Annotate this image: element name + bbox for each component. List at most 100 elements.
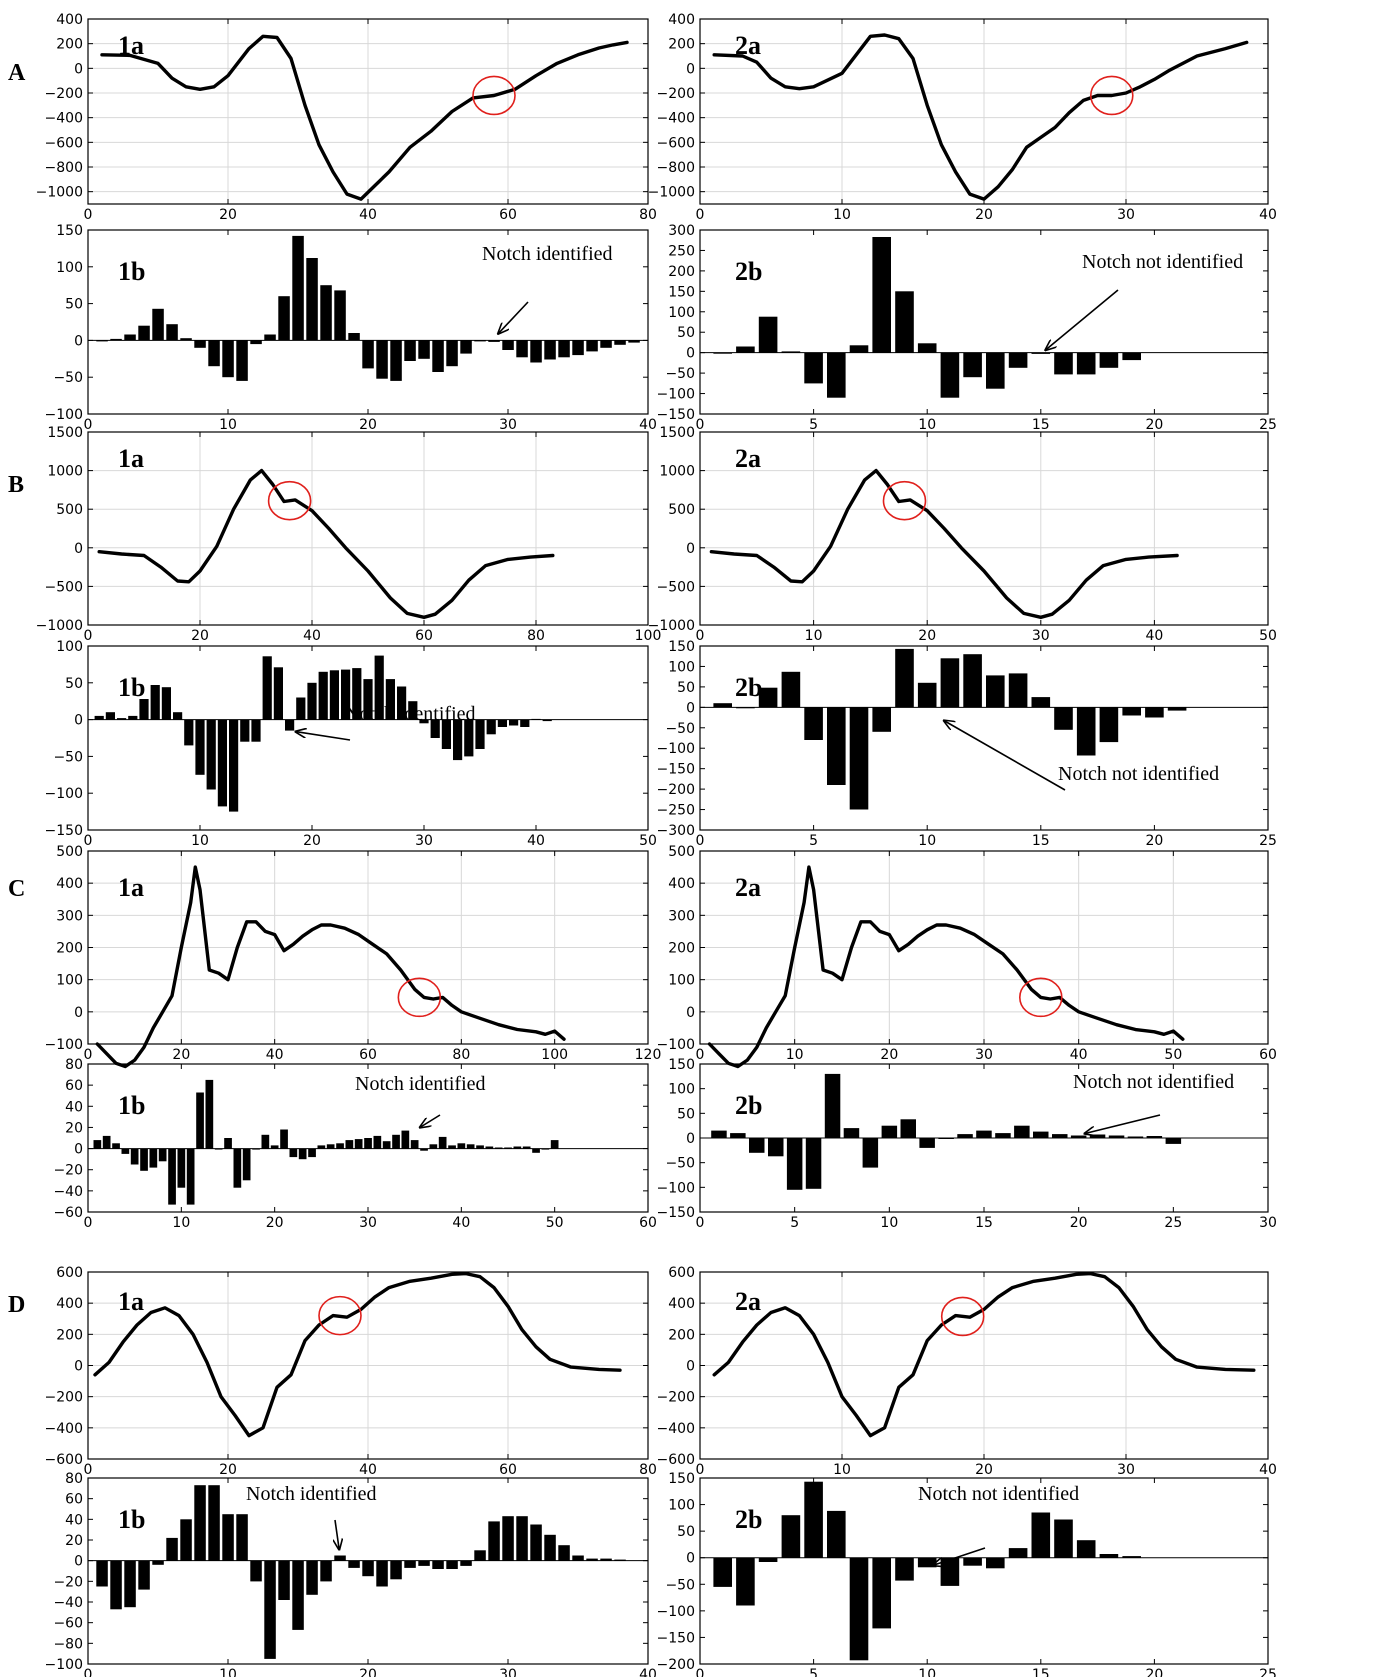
y-tick-label: 0 <box>74 1005 83 1021</box>
bar <box>261 1134 270 1149</box>
bar <box>382 1141 391 1149</box>
bar <box>224 1138 232 1149</box>
bar <box>474 340 486 342</box>
bar <box>140 1148 148 1171</box>
bar <box>233 1148 242 1188</box>
bar <box>208 1485 220 1561</box>
row-label-d: D <box>8 1292 25 1318</box>
annotation-arrow <box>933 1547 986 1565</box>
bar <box>410 1140 419 1149</box>
bar <box>352 668 362 720</box>
bar <box>362 340 374 369</box>
y-tick-label: −40 <box>53 1184 83 1200</box>
bar <box>1008 1548 1028 1558</box>
y-tick-label: 250 <box>668 243 695 259</box>
x-tick-label: 0 <box>84 1462 93 1478</box>
x-tick-label: 10 <box>172 1215 190 1231</box>
x-tick-label: 20 <box>1145 1667 1163 1677</box>
panel-b-1b: 0 10 20 30 40 50 −150 −100 −50 0 50 100 1b Notch iden… <box>45 639 657 849</box>
y-tick-label: −600 <box>657 1452 695 1468</box>
bar <box>273 667 283 720</box>
x-tick-label: 10 <box>880 1215 898 1231</box>
bar <box>986 1557 1005 1569</box>
bar <box>917 1557 937 1568</box>
bar <box>550 1140 559 1149</box>
x-tick-label: 20 <box>1070 1215 1088 1231</box>
y-tick-label: 0 <box>686 346 695 362</box>
bar <box>1099 352 1119 368</box>
bar <box>326 1144 335 1149</box>
bar <box>429 1144 438 1149</box>
bar <box>376 1560 388 1587</box>
x-tick-label: 40 <box>452 1215 470 1231</box>
axes-frame <box>87 645 649 831</box>
x-tick-label: 0 <box>84 207 93 223</box>
y-tick-label: 0 <box>686 541 695 557</box>
bar <box>194 340 206 348</box>
bar <box>600 1558 612 1561</box>
bar <box>464 719 474 757</box>
panel-b-2a: 0 10 20 30 40 50 −1000 −500 0 500 1000 1500 2a <box>648 425 1277 644</box>
y-tick-label: 200 <box>668 941 695 957</box>
panel-label: 1b <box>118 673 145 702</box>
bar <box>432 340 444 372</box>
y-tick-label: 1000 <box>659 464 695 480</box>
panel-d-2a: 0 10 20 30 40 −600 −400 −200 0 200 400 600 2a <box>657 1265 1277 1478</box>
bar <box>96 340 108 342</box>
x-tick-label: 0 <box>84 1047 93 1063</box>
bar <box>166 324 178 341</box>
bar <box>404 340 416 361</box>
bar <box>334 290 346 341</box>
y-tick-label: 80 <box>65 1057 83 1073</box>
bar <box>392 1134 400 1149</box>
panel-label: 1a <box>118 444 144 473</box>
bar <box>110 338 122 341</box>
bar <box>214 1148 223 1150</box>
y-tick-label: −300 <box>657 823 695 839</box>
bar <box>1167 707 1187 711</box>
y-tick-label: −400 <box>657 1421 695 1437</box>
y-tick-label: 50 <box>65 297 83 313</box>
bar <box>121 1148 130 1154</box>
bar <box>516 340 528 358</box>
bar <box>827 352 846 398</box>
panel-label: 1b <box>118 1091 145 1120</box>
x-tick-label: 50 <box>1259 628 1277 644</box>
y-tick-label: 300 <box>56 908 83 924</box>
bar <box>895 648 914 708</box>
bar <box>457 1143 466 1149</box>
y-tick-label: 0 <box>686 1359 695 1375</box>
x-tick-label: 0 <box>696 1462 705 1478</box>
y-tick-label: 60 <box>65 1078 83 1094</box>
y-tick-label: 150 <box>668 639 695 655</box>
annotation-text: Notch not identified <box>1058 763 1219 785</box>
x-tick-label: 20 <box>219 1462 237 1478</box>
y-tick-label: 400 <box>56 876 83 892</box>
x-tick-label: 20 <box>219 207 237 223</box>
y-tick-label: −150 <box>657 762 695 778</box>
x-tick-label: 40 <box>527 833 545 849</box>
panel-a-2a: 0 10 20 30 40 −1000 −800 −600 −400 −200 0 200 400 2a <box>648 12 1277 223</box>
y-tick-label: 150 <box>668 1057 695 1073</box>
series-line <box>95 865 566 1069</box>
bar <box>730 1133 746 1138</box>
y-tick-label: 0 <box>74 1359 83 1375</box>
y-tick-label: 40 <box>65 1512 83 1528</box>
annotation-arrow <box>498 301 529 334</box>
bar <box>827 707 846 785</box>
bar <box>1033 1131 1049 1138</box>
bar <box>781 351 801 353</box>
notch-circle <box>1090 75 1134 116</box>
bar <box>849 1557 869 1661</box>
bar <box>236 1514 248 1561</box>
bar <box>917 682 937 708</box>
bar <box>502 340 514 350</box>
x-tick-label: 5 <box>790 1215 799 1231</box>
bar <box>320 285 332 341</box>
y-tick-label: 0 <box>74 1554 83 1570</box>
bar <box>308 1148 316 1158</box>
x-tick-label: 20 <box>359 417 377 433</box>
panel-b-2b: 0 5 10 15 20 25 −300 −250 −200 −150 −100 −50 0 50 100 1… <box>657 639 1277 849</box>
panel-a-2b: 0 5 10 15 20 25 −150 −100 −50 0 50 100 150 200 250 300 2… <box>657 223 1277 433</box>
